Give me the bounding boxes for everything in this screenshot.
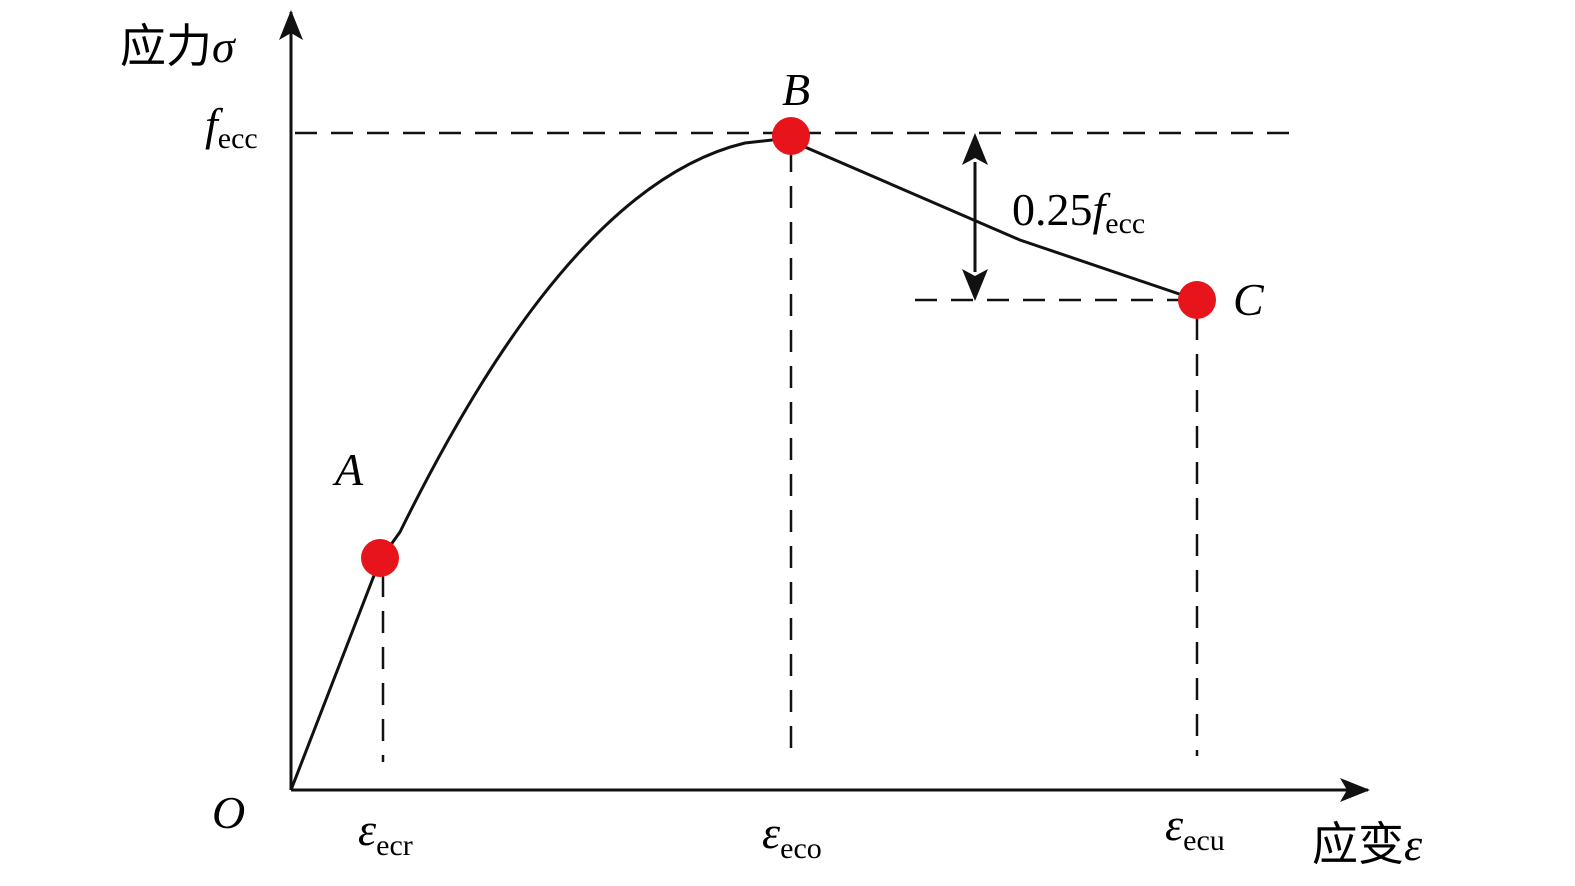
annotation-prefix: 0.25 (1012, 184, 1093, 235)
point-label: C (1233, 274, 1265, 325)
point-c (1178, 281, 1216, 319)
x-mark-symbol: ε (1165, 799, 1184, 850)
annotation-sub: ecc (1105, 207, 1145, 240)
y-axis-label: 应力σ (120, 21, 237, 72)
annotation: 0.25fecc (1012, 184, 1145, 240)
point-label: B (782, 64, 810, 115)
x-mark-symbol: ε (762, 807, 781, 858)
y-axis-label-text: 应力 (120, 21, 212, 72)
x-mark-sub: ecu (1183, 824, 1225, 857)
x-mark: εecr (358, 804, 413, 862)
y-axis-label-symbol: σ (212, 21, 237, 72)
arrow-head (962, 133, 988, 165)
point-a (361, 539, 399, 577)
point-b (772, 117, 810, 155)
y-mark-sub: ecc (218, 122, 258, 155)
x-mark-symbol: ε (358, 804, 377, 855)
arrow-head (962, 269, 988, 301)
x-mark: εecu (1165, 799, 1225, 857)
x-axis-label: 应变ε (1312, 819, 1423, 870)
x-mark-sub: eco (780, 832, 822, 865)
x-axis-label-text: 应变 (1312, 819, 1404, 870)
stress-strain-curve (289, 136, 1198, 791)
y-mark: fecc (205, 99, 258, 155)
x-mark-sub: ecr (376, 829, 413, 862)
point-label: A (332, 444, 364, 495)
x-mark: εeco (762, 807, 822, 865)
origin-label: O (212, 787, 245, 838)
x-axis-label-symbol: ε (1404, 819, 1423, 870)
